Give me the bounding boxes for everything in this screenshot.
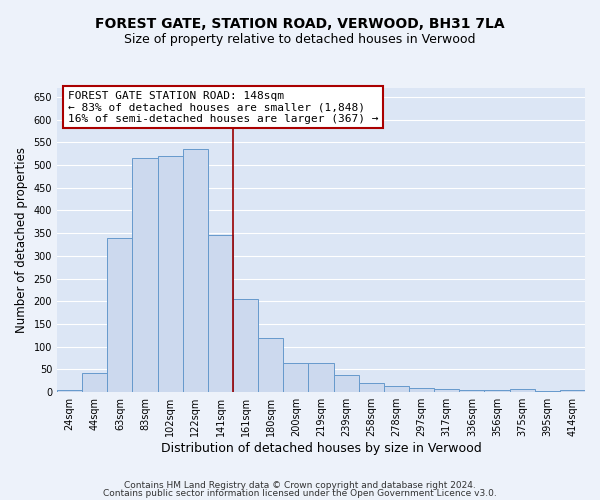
Bar — [82, 373, 107, 392]
Bar — [509, 388, 535, 392]
Bar — [233, 299, 258, 392]
Bar — [484, 390, 509, 392]
Text: Contains HM Land Registry data © Crown copyright and database right 2024.: Contains HM Land Registry data © Crown c… — [124, 481, 476, 490]
Bar — [57, 390, 82, 392]
Bar — [183, 149, 208, 392]
X-axis label: Distribution of detached houses by size in Verwood: Distribution of detached houses by size … — [161, 442, 481, 455]
Text: Size of property relative to detached houses in Verwood: Size of property relative to detached ho… — [124, 32, 476, 46]
Bar — [359, 383, 384, 392]
Bar — [409, 388, 434, 392]
Bar — [283, 362, 308, 392]
Bar — [434, 388, 459, 392]
Bar — [334, 376, 359, 392]
Text: FOREST GATE STATION ROAD: 148sqm
← 83% of detached houses are smaller (1,848)
16: FOREST GATE STATION ROAD: 148sqm ← 83% o… — [68, 91, 378, 124]
Bar — [107, 238, 133, 392]
Text: Contains public sector information licensed under the Open Government Licence v3: Contains public sector information licen… — [103, 488, 497, 498]
Bar — [133, 158, 158, 392]
Y-axis label: Number of detached properties: Number of detached properties — [15, 147, 28, 333]
Bar — [560, 390, 585, 392]
Bar — [158, 156, 183, 392]
Bar — [258, 338, 283, 392]
Bar — [384, 386, 409, 392]
Bar — [308, 362, 334, 392]
Bar — [208, 236, 233, 392]
Text: FOREST GATE, STATION ROAD, VERWOOD, BH31 7LA: FOREST GATE, STATION ROAD, VERWOOD, BH31… — [95, 18, 505, 32]
Bar — [459, 390, 484, 392]
